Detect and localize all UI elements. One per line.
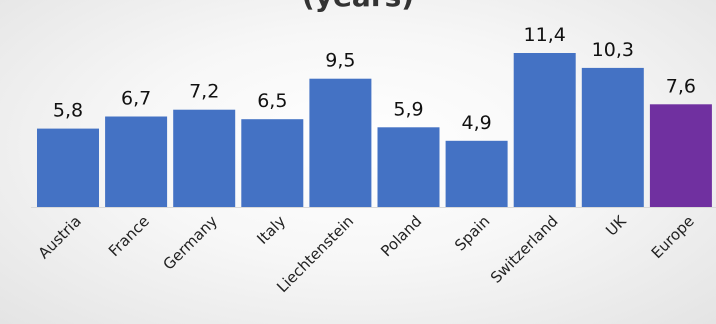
value-label-uk: 10,3 [592, 39, 634, 61]
chart-title: (years) [302, 0, 414, 13]
value-label-spain: 4,9 [461, 112, 491, 134]
value-label-poland: 5,9 [393, 98, 423, 120]
category-label-uk: UK [602, 211, 630, 239]
value-label-switzerland: 11,4 [524, 24, 566, 46]
bar-austria [37, 128, 99, 207]
bar-spain [445, 140, 508, 207]
value-label-europe: 7,6 [666, 75, 696, 97]
bars-layer [37, 53, 712, 208]
category-label-germany: Germany [160, 212, 222, 274]
value-labels-layer: 5,8 6,7 7,2 6,5 9,5 5,9 4,9 11,4 10,3 7,6 [53, 24, 696, 134]
bar-switzerland [513, 53, 576, 207]
value-label-france: 6,7 [121, 88, 151, 110]
bar-europe [649, 104, 712, 207]
bar-uk [581, 67, 644, 208]
value-label-liechtenstein: 9,5 [325, 50, 355, 72]
bar-liechtenstein [309, 78, 372, 207]
bar-italy [241, 119, 304, 207]
value-label-italy: 6,5 [257, 90, 287, 112]
bar-france [105, 116, 168, 207]
value-label-austria: 5,8 [53, 100, 83, 122]
value-label-germany: 7,2 [189, 81, 219, 103]
category-label-europe: Europe [648, 212, 698, 262]
bar-germany [173, 109, 236, 207]
category-label-italy: Italy [253, 212, 289, 248]
category-label-switzerland: Switzerland [487, 212, 562, 287]
category-label-spain: Spain [451, 212, 493, 254]
category-label-france: France [105, 212, 153, 260]
bar-poland [377, 127, 440, 207]
category-label-austria: Austria [35, 212, 85, 262]
category-label-poland: Poland [377, 212, 425, 260]
